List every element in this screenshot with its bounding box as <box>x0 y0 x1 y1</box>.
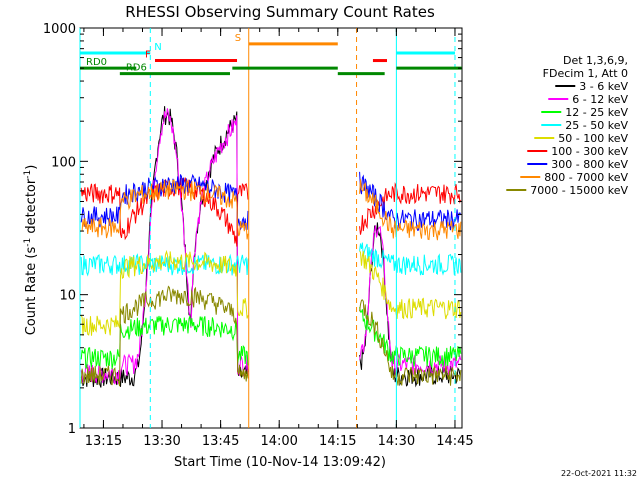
legend-entry: 100 - 300 keV <box>551 145 628 158</box>
series-line <box>80 285 462 387</box>
series-line <box>80 171 462 231</box>
flag-label: S <box>235 33 241 44</box>
legend-entry: 7000 - 15000 keV <box>530 184 628 197</box>
series-line <box>80 307 462 369</box>
x-tick-label: 13:30 <box>143 434 180 449</box>
x-tick-label: 14:00 <box>260 434 297 449</box>
y-axis-label-sup: -1 <box>23 238 33 247</box>
axes: 1 10 100 1000 13:15 13:30 13:45 14:00 14:15 14:30… <box>43 22 474 449</box>
flag-label: RD6 <box>126 63 147 74</box>
x-tick-label: 14:30 <box>378 434 415 449</box>
series-line <box>80 177 462 247</box>
legend-header: Det 1,3,6,9, <box>563 54 628 67</box>
y-tick-label: 1 <box>68 422 76 437</box>
x-axis-label: Start Time (10-Nov-14 13:09:42) <box>174 455 386 470</box>
series-line <box>80 242 462 277</box>
legend-header: FDecim 1, Att 0 <box>543 67 628 80</box>
plot-border <box>79 27 463 429</box>
legend-entry: 50 - 100 keV <box>558 132 628 145</box>
plot-frame <box>79 27 463 429</box>
y-tick-label: 10 <box>59 289 76 304</box>
flag-label: F <box>145 50 151 61</box>
flag-bars: NF S RD0 RD6 <box>80 33 462 76</box>
y-axis-label-part: ) <box>24 165 39 170</box>
x-tick-label: 14:45 <box>436 434 473 449</box>
chart-title: RHESSI Observing Summary Count Rates <box>125 3 435 21</box>
flag-label: RD0 <box>86 57 107 68</box>
flag-label: N <box>154 42 161 53</box>
legend-entry: 3 - 6 keV <box>579 80 628 93</box>
x-tick-label: 13:45 <box>202 434 239 449</box>
series-line <box>80 106 461 388</box>
legend-entry: 25 - 50 keV <box>565 119 628 132</box>
x-tick-label: 14:15 <box>319 434 356 449</box>
date-stamp: 22-Oct-2021 11:32 <box>561 469 637 478</box>
series-line <box>80 249 462 336</box>
y-tick-label: 100 <box>51 155 76 170</box>
legend-entry: 300 - 800 keV <box>551 158 628 171</box>
y-tick-label: 1000 <box>43 22 76 37</box>
x-tick-label: 13:15 <box>85 434 122 449</box>
legend-entry: 800 - 7000 keV <box>544 171 628 184</box>
vertical-markers <box>79 28 456 428</box>
y-axis-label: Count Rate (s-1 detector-1) <box>23 165 39 336</box>
series-line <box>81 178 462 241</box>
series-line <box>80 108 462 385</box>
y-axis-label-part: detector <box>24 178 39 238</box>
y-axis-label-sup: -1 <box>23 170 33 179</box>
series-group <box>80 106 462 388</box>
legend-entry: 12 - 25 keV <box>565 106 628 119</box>
legend-entry: 6 - 12 keV <box>572 93 628 106</box>
y-axis-label-part: Count Rate (s <box>24 247 39 336</box>
